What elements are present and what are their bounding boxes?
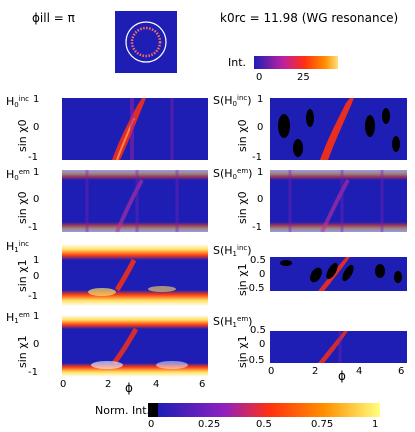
resonance-label: k0rc = 11.98 (WG resonance) [220, 11, 399, 25]
right-xtick-4: 4 [356, 366, 363, 377]
panel-right-2-heatmap [270, 257, 407, 291]
panel-left-0-ytick-mid: 0 [33, 122, 40, 133]
panel-right-2-label: S(H1inc) [213, 244, 252, 258]
norm-tick-025: 0.25 [198, 419, 221, 430]
panel-left-2-ytick-mid: 0 [33, 271, 40, 282]
panel-left-1-ytick-bot: -1 [28, 222, 38, 233]
left-xlabel: ϕ [125, 381, 133, 395]
panel-right-2-ytick-bot: -0.5 [245, 283, 265, 294]
panel-right-0-ytick-top: 1 [257, 94, 264, 105]
right-xtick-0: 0 [268, 366, 275, 377]
panel-right-2-ytick-mid: 0 [259, 269, 266, 280]
left-xtick-4: 4 [153, 379, 160, 390]
panel-left-3-ytick-top: 1 [33, 311, 40, 322]
illumination-label: ϕill = π [32, 11, 75, 25]
panel-right-0-ylabel: sin χ0 [236, 119, 249, 152]
resonator-image [115, 11, 177, 73]
right-xtick-2: 2 [312, 366, 319, 377]
left-xtick-6: 6 [199, 379, 206, 390]
panel-left-0-heatmap [62, 98, 208, 160]
panel-right-1-ytick-bot: -1 [252, 222, 262, 233]
norm-tick-075: 0.75 [311, 419, 334, 430]
panel-left-3-ytick-mid: 0 [33, 339, 40, 350]
norm-colorbar [148, 403, 380, 417]
panel-left-1-ylabel: sin χ0 [16, 191, 29, 224]
panel-left-3-label: H1em [6, 311, 30, 325]
panel-right-2-ytick-top: 0.5 [250, 255, 266, 266]
panel-left-2-ytick-bot: -1 [28, 291, 38, 302]
panel-right-0-ytick-bot: -1 [252, 152, 262, 163]
left-xtick-2: 2 [105, 379, 112, 390]
panel-left-1-label: H0em [6, 168, 30, 182]
panel-left-2-ylabel: sin χ1 [16, 259, 29, 292]
left-xtick-0: 0 [60, 379, 67, 390]
norm-tick-0: 0 [148, 419, 155, 430]
panel-right-1-ytick-mid: 0 [257, 194, 264, 205]
right-xtick-6: 6 [398, 366, 405, 377]
panel-right-1-heatmap [270, 170, 407, 232]
panel-left-3-ytick-bot: -1 [28, 367, 38, 378]
panel-left-0-label: H0inc [6, 95, 29, 109]
panel-left-2-label: H1inc [6, 240, 29, 254]
panel-left-2-ytick-top: 1 [33, 255, 40, 266]
intensity-tick-25: 25 [297, 72, 310, 83]
panel-left-3-ylabel: sin χ1 [16, 335, 29, 368]
panel-right-3-ytick-top: 0.5 [250, 325, 266, 336]
right-xlabel: ϕ [338, 369, 346, 383]
panel-left-3-heatmap [62, 315, 208, 377]
panel-left-0-ytick-top: 1 [33, 94, 40, 105]
panel-right-1-ytick-top: 1 [257, 167, 264, 178]
intensity-colorbar-label: Int. [228, 56, 247, 69]
norm-tick-05: 0.5 [256, 419, 272, 430]
panel-right-3-heatmap [270, 331, 407, 363]
norm-colorbar-label: Norm. Int. [95, 404, 151, 417]
panel-left-1-ytick-top: 1 [33, 167, 40, 178]
panel-right-1-ylabel: sin χ0 [236, 191, 249, 224]
panel-right-3-label: S(H1em) [213, 315, 253, 329]
panel-left-2-heatmap [62, 244, 208, 306]
panel-left-1-ytick-mid: 0 [33, 194, 40, 205]
panel-right-0-label: S(H0inc) [213, 94, 252, 108]
panel-left-0-ytick-bot: -1 [28, 152, 38, 163]
panel-right-0-ytick-mid: 0 [257, 122, 264, 133]
panel-right-3-ytick-mid: 0 [259, 339, 266, 350]
panel-left-1-heatmap [62, 170, 208, 232]
intensity-colorbar [254, 56, 338, 69]
panel-left-0-ylabel: sin χ0 [16, 119, 29, 152]
intensity-tick-0: 0 [256, 72, 263, 83]
panel-right-3-ytick-bot: -0.5 [245, 355, 265, 366]
norm-tick-1: 1 [372, 419, 379, 430]
panel-right-1-label: S(H0em) [213, 167, 253, 181]
panel-right-0-heatmap [270, 98, 407, 160]
